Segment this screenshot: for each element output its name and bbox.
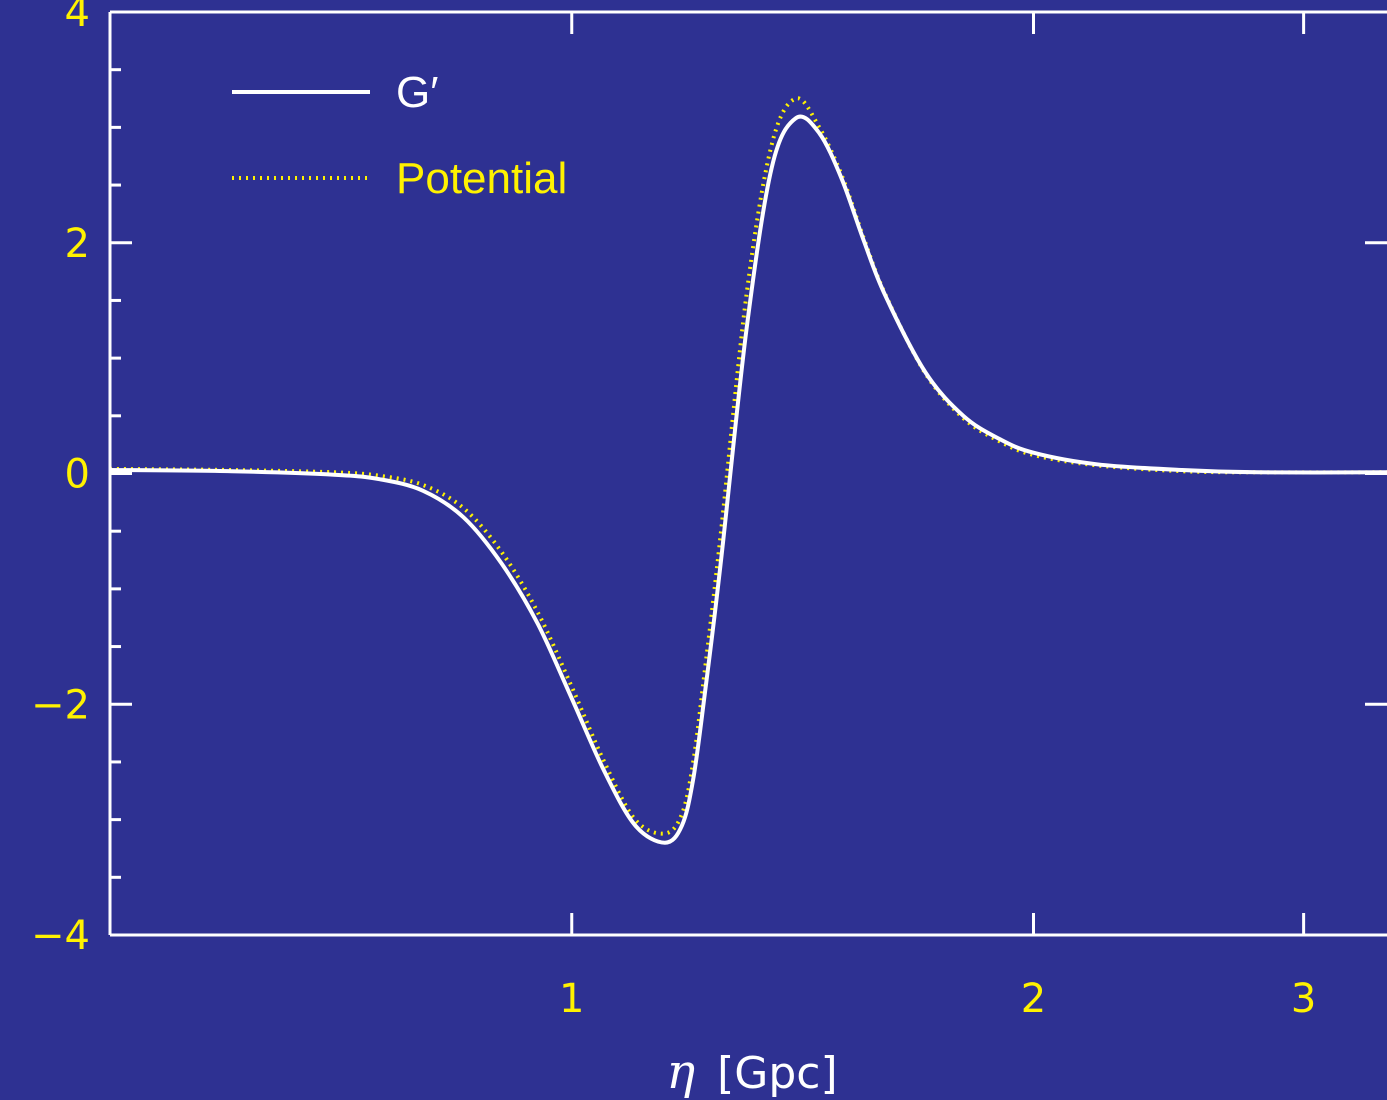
- axes-layer: [108, 10, 1387, 937]
- x-tick-label: 2: [1021, 976, 1046, 1022]
- labels-layer: 4 2 0 −2 −4 1 2 3: [31, 0, 1316, 1022]
- series-layer: [110, 96, 1387, 845]
- y-tick-label: −4: [31, 913, 90, 959]
- x-axis-label: η [Gpc]: [666, 1044, 837, 1100]
- legend: G′ Potential: [232, 68, 567, 203]
- x-axis-label-unit: [Gpc]: [717, 1048, 838, 1099]
- series-line-g-prime: [110, 114, 1387, 845]
- legend-label-1: Potential: [396, 154, 567, 203]
- x-tick-label: 1: [559, 976, 584, 1022]
- x-tick-label: 3: [1291, 976, 1316, 1022]
- legend-label-0: G′: [396, 68, 438, 117]
- series-line-potential: [110, 96, 1387, 836]
- y-tick-label: 0: [65, 452, 90, 498]
- y-tick-label: 2: [65, 221, 90, 267]
- y-tick-label: −2: [31, 682, 90, 728]
- y-tick-label: 4: [65, 0, 90, 36]
- x-axis-label-symbol: η: [666, 1044, 695, 1100]
